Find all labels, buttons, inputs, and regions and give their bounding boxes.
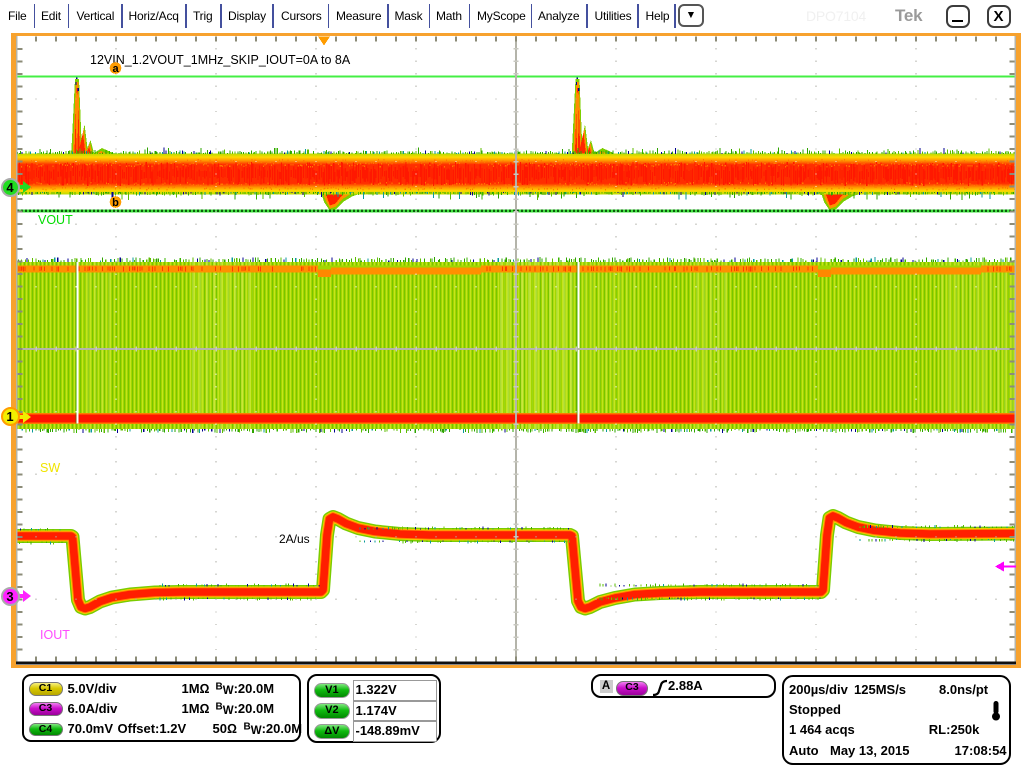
svg-text:a: a <box>112 63 119 75</box>
svg-text:SW: SW <box>40 461 60 475</box>
svg-text:IOUT: IOUT <box>40 628 70 642</box>
svg-text:VOUT: VOUT <box>38 213 73 227</box>
svg-text:12VIN_1.2VOUT_1MHz_SKIP_IOUT=0: 12VIN_1.2VOUT_1MHz_SKIP_IOUT=0A to 8A <box>90 53 351 67</box>
svg-text:2A/us: 2A/us <box>279 532 310 546</box>
svg-text:b: b <box>112 197 119 209</box>
